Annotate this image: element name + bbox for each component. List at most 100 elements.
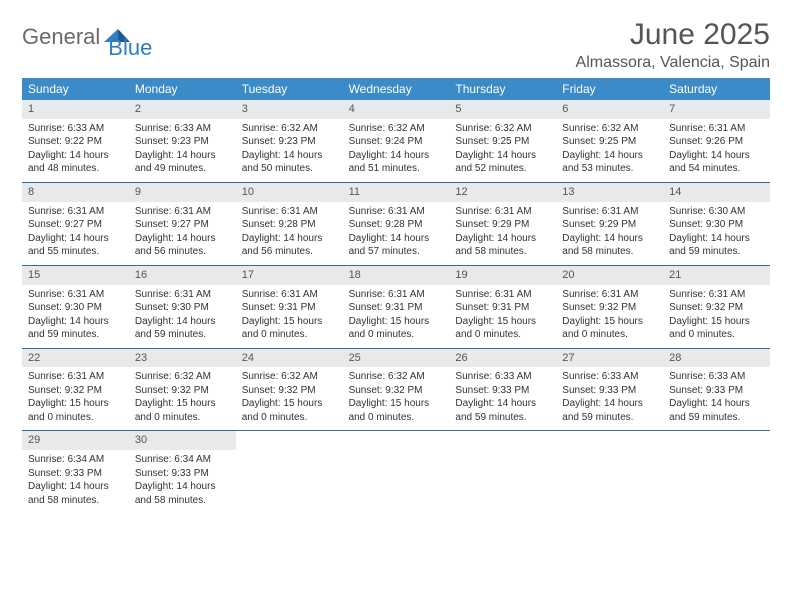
day-line: Sunrise: 6:31 AM: [349, 288, 444, 302]
day-line: and 58 minutes.: [28, 494, 123, 508]
day-line: Sunrise: 6:33 AM: [562, 370, 657, 384]
day-line: Sunset: 9:33 PM: [28, 467, 123, 481]
day-number: 4: [343, 100, 450, 119]
day-cell: 9Sunrise: 6:31 AMSunset: 9:27 PMDaylight…: [129, 183, 236, 265]
day-number: 26: [449, 349, 556, 368]
day-line: Sunset: 9:33 PM: [669, 384, 764, 398]
weekday-header: Monday: [129, 78, 236, 100]
day-cell: 4Sunrise: 6:32 AMSunset: 9:24 PMDaylight…: [343, 100, 450, 182]
day-cell: 3Sunrise: 6:32 AMSunset: 9:23 PMDaylight…: [236, 100, 343, 182]
day-line: Sunrise: 6:33 AM: [669, 370, 764, 384]
day-cell: 22Sunrise: 6:31 AMSunset: 9:32 PMDayligh…: [22, 349, 129, 431]
day-line: Sunset: 9:28 PM: [242, 218, 337, 232]
day-line: and 49 minutes.: [135, 162, 230, 176]
day-number: 21: [663, 266, 770, 285]
weekday-header: Sunday: [22, 78, 129, 100]
week-row: 15Sunrise: 6:31 AMSunset: 9:30 PMDayligh…: [22, 266, 770, 349]
day-line: Daylight: 15 hours: [242, 397, 337, 411]
day-cell: [236, 431, 343, 513]
day-line: and 0 minutes.: [562, 328, 657, 342]
day-line: Daylight: 14 hours: [135, 480, 230, 494]
day-line: Sunset: 9:25 PM: [562, 135, 657, 149]
day-cell: [663, 431, 770, 513]
day-body: Sunrise: 6:32 AMSunset: 9:24 PMDaylight:…: [343, 119, 450, 182]
day-cell: 20Sunrise: 6:31 AMSunset: 9:32 PMDayligh…: [556, 266, 663, 348]
day-line: Sunset: 9:27 PM: [28, 218, 123, 232]
day-line: Sunrise: 6:30 AM: [669, 205, 764, 219]
day-line: Sunset: 9:26 PM: [669, 135, 764, 149]
day-number: 17: [236, 266, 343, 285]
day-line: and 0 minutes.: [242, 411, 337, 425]
calendar: Sunday Monday Tuesday Wednesday Thursday…: [22, 78, 770, 513]
day-cell: 26Sunrise: 6:33 AMSunset: 9:33 PMDayligh…: [449, 349, 556, 431]
day-line: and 0 minutes.: [349, 328, 444, 342]
day-line: Sunset: 9:32 PM: [242, 384, 337, 398]
day-line: Daylight: 15 hours: [28, 397, 123, 411]
day-line: and 59 minutes.: [562, 411, 657, 425]
day-line: and 0 minutes.: [135, 411, 230, 425]
day-line: Daylight: 15 hours: [349, 397, 444, 411]
day-line: Sunset: 9:31 PM: [455, 301, 550, 315]
day-body: Sunrise: 6:31 AMSunset: 9:31 PMDaylight:…: [343, 285, 450, 348]
day-line: Sunset: 9:31 PM: [349, 301, 444, 315]
day-line: and 59 minutes.: [135, 328, 230, 342]
day-line: Daylight: 14 hours: [242, 149, 337, 163]
day-line: Daylight: 14 hours: [28, 315, 123, 329]
day-line: and 54 minutes.: [669, 162, 764, 176]
week-row: 22Sunrise: 6:31 AMSunset: 9:32 PMDayligh…: [22, 349, 770, 432]
weekday-header: Tuesday: [236, 78, 343, 100]
day-cell: 29Sunrise: 6:34 AMSunset: 9:33 PMDayligh…: [22, 431, 129, 513]
day-line: Sunset: 9:32 PM: [28, 384, 123, 398]
title-block: June 2025 Almassora, Valencia, Spain: [576, 18, 770, 72]
day-cell: 8Sunrise: 6:31 AMSunset: 9:27 PMDaylight…: [22, 183, 129, 265]
day-body: Sunrise: 6:31 AMSunset: 9:28 PMDaylight:…: [236, 202, 343, 265]
day-cell: 15Sunrise: 6:31 AMSunset: 9:30 PMDayligh…: [22, 266, 129, 348]
day-number: 24: [236, 349, 343, 368]
day-line: Daylight: 14 hours: [669, 397, 764, 411]
day-line: Daylight: 14 hours: [562, 149, 657, 163]
day-line: Sunset: 9:28 PM: [349, 218, 444, 232]
day-cell: 23Sunrise: 6:32 AMSunset: 9:32 PMDayligh…: [129, 349, 236, 431]
day-line: Sunset: 9:30 PM: [669, 218, 764, 232]
day-body: Sunrise: 6:31 AMSunset: 9:30 PMDaylight:…: [129, 285, 236, 348]
day-cell: 24Sunrise: 6:32 AMSunset: 9:32 PMDayligh…: [236, 349, 343, 431]
day-line: Daylight: 14 hours: [242, 232, 337, 246]
day-number: 3: [236, 100, 343, 119]
day-cell: 27Sunrise: 6:33 AMSunset: 9:33 PMDayligh…: [556, 349, 663, 431]
day-body: Sunrise: 6:30 AMSunset: 9:30 PMDaylight:…: [663, 202, 770, 265]
logo-text-blue: Blue: [108, 35, 152, 61]
day-line: and 58 minutes.: [562, 245, 657, 259]
day-line: and 0 minutes.: [28, 411, 123, 425]
day-line: Sunrise: 6:33 AM: [28, 122, 123, 136]
day-line: Daylight: 14 hours: [455, 149, 550, 163]
day-line: and 0 minutes.: [669, 328, 764, 342]
day-body: Sunrise: 6:33 AMSunset: 9:22 PMDaylight:…: [22, 119, 129, 182]
day-number: 2: [129, 100, 236, 119]
day-line: Sunset: 9:30 PM: [28, 301, 123, 315]
day-cell: 13Sunrise: 6:31 AMSunset: 9:29 PMDayligh…: [556, 183, 663, 265]
day-line: Sunrise: 6:33 AM: [455, 370, 550, 384]
day-line: Daylight: 14 hours: [135, 232, 230, 246]
day-body: Sunrise: 6:31 AMSunset: 9:32 PMDaylight:…: [22, 367, 129, 430]
day-line: and 52 minutes.: [455, 162, 550, 176]
day-number: 11: [343, 183, 450, 202]
week-row: 29Sunrise: 6:34 AMSunset: 9:33 PMDayligh…: [22, 431, 770, 513]
day-line: Daylight: 15 hours: [242, 315, 337, 329]
day-line: Sunrise: 6:31 AM: [28, 370, 123, 384]
day-number: 7: [663, 100, 770, 119]
day-line: and 58 minutes.: [135, 494, 230, 508]
day-line: Sunset: 9:29 PM: [455, 218, 550, 232]
day-line: and 56 minutes.: [135, 245, 230, 259]
day-line: and 53 minutes.: [562, 162, 657, 176]
day-line: Sunset: 9:24 PM: [349, 135, 444, 149]
day-cell: 10Sunrise: 6:31 AMSunset: 9:28 PMDayligh…: [236, 183, 343, 265]
day-line: Sunset: 9:32 PM: [135, 384, 230, 398]
day-cell: [449, 431, 556, 513]
day-body: Sunrise: 6:33 AMSunset: 9:23 PMDaylight:…: [129, 119, 236, 182]
day-line: and 59 minutes.: [669, 245, 764, 259]
day-line: Sunset: 9:31 PM: [242, 301, 337, 315]
day-line: Daylight: 15 hours: [349, 315, 444, 329]
day-body: Sunrise: 6:33 AMSunset: 9:33 PMDaylight:…: [556, 367, 663, 430]
day-line: Daylight: 14 hours: [349, 232, 444, 246]
weekday-header: Wednesday: [343, 78, 450, 100]
